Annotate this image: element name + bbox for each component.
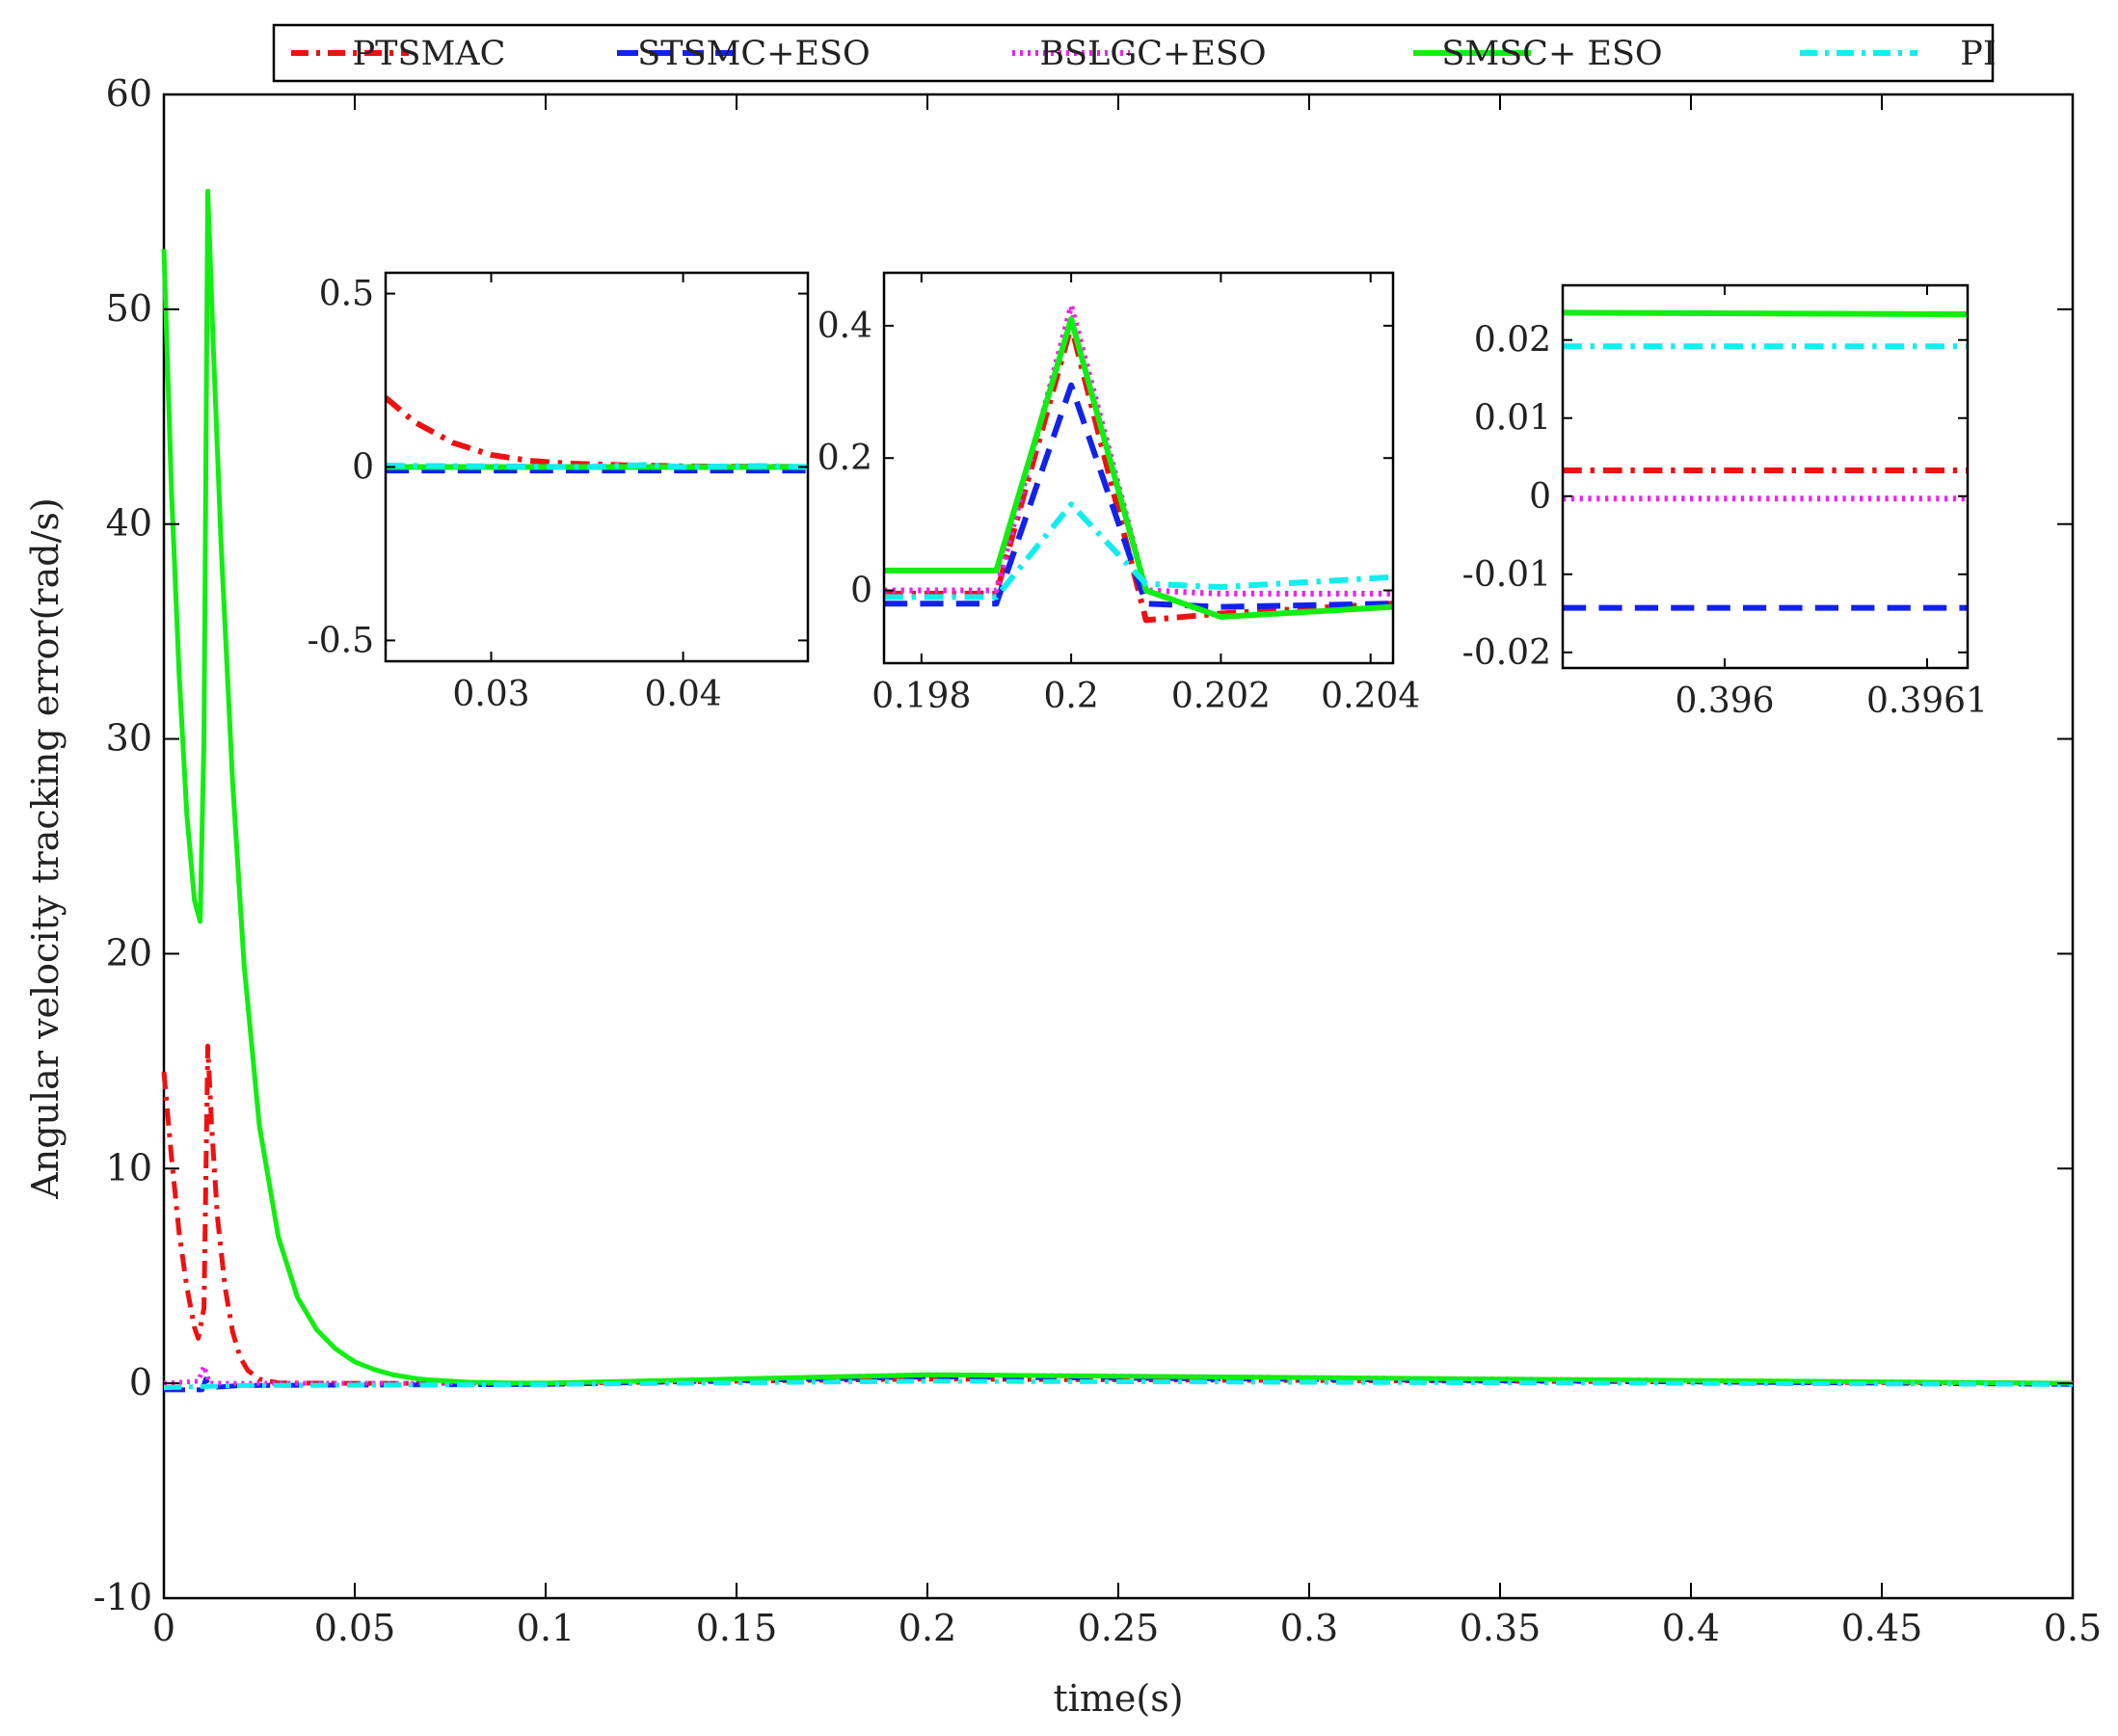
legend-items-group: PTSMAC STSMC+ESO BSLGC+ESO SMSC+ ESO PI bbox=[291, 35, 1997, 73]
inset-series-line bbox=[884, 322, 1393, 624]
inset-y-tick-label: 0 bbox=[850, 571, 872, 610]
y-axis-label: Angular velocity tracking error(rad/s) bbox=[24, 497, 67, 1199]
main-y-tick-label: 0 bbox=[129, 1361, 152, 1403]
inset-y-tick-label: 0 bbox=[1529, 477, 1551, 517]
main-series-line bbox=[163, 1378, 2074, 1391]
inset-frame bbox=[1561, 283, 1970, 670]
inset-series-line bbox=[884, 501, 1393, 601]
main-y-tick-label: 40 bbox=[106, 502, 152, 545]
inset-series-group bbox=[1563, 309, 1968, 611]
inset-y-tick-label: 0.02 bbox=[1474, 321, 1551, 361]
inset-y-tick-label: 0.01 bbox=[1474, 399, 1551, 439]
main-x-tick-label: 0.25 bbox=[1078, 1607, 1160, 1649]
main-y-tick-label: 30 bbox=[106, 717, 152, 760]
legend-label: PI bbox=[1960, 35, 1996, 73]
inset-series-line bbox=[884, 382, 1393, 610]
main-plot: 0 0.05 0.1 0.15 0.2 0.25 0.3 0.35 0.4 0.45 0.5-100… bbox=[94, 72, 2102, 1649]
inset-ticks-group: 0.396 0.3961 -0.02 -0.01 0 0.01 0.02 bbox=[1462, 285, 1988, 721]
inset-x-tick-label: 0.04 bbox=[645, 675, 722, 714]
legend-label: STSMC+ESO bbox=[637, 35, 870, 73]
legend-label: BSLGC+ESO bbox=[1039, 35, 1266, 73]
main-series-line bbox=[161, 1043, 2074, 1386]
inset-x-tick-label: 0.204 bbox=[1321, 677, 1420, 716]
inset-y-tick-label: -0.02 bbox=[1462, 633, 1551, 673]
inset-3: 0.396 0.3961 -0.02 -0.01 0 0.01 0.02 bbox=[1462, 283, 1988, 721]
inset-series-group bbox=[884, 303, 1393, 624]
inset-x-tick-label: 0.396 bbox=[1675, 681, 1774, 721]
inset-x-tick-label: 0.2 bbox=[1043, 677, 1098, 716]
inset-x-tick-label: 0.03 bbox=[452, 675, 529, 714]
inset-2: 0.198 0.2 0.202 0.204 0 0.2 0.4 bbox=[818, 271, 1420, 716]
legend-label: SMSC+ ESO bbox=[1441, 35, 1662, 73]
main-x-tick-label: 0.5 bbox=[2044, 1607, 2102, 1649]
main-y-tick-label: -10 bbox=[94, 1576, 152, 1618]
main-x-tick-label: 0.1 bbox=[517, 1607, 575, 1649]
inset-series-line bbox=[1563, 309, 1968, 317]
insets-group: 0.03 0.04-0.500.50.198 0.2 0.202 0.20400.20.… bbox=[308, 271, 1988, 721]
legend-label: PTSMAC bbox=[353, 35, 506, 73]
main-y-tick-label: 10 bbox=[106, 1146, 152, 1188]
main-y-tick-label: 20 bbox=[106, 931, 152, 974]
inset-series-line bbox=[386, 462, 808, 470]
inset-series-group bbox=[386, 395, 808, 474]
inset-y-tick-label: 0 bbox=[352, 448, 374, 488]
inset-1: 0.03 0.04 -0.5 0 0.5 bbox=[308, 271, 810, 714]
inset-x-tick-label: 0.3961 bbox=[1866, 681, 1988, 721]
inset-frame bbox=[384, 271, 810, 663]
main-x-tick-label: 0.2 bbox=[898, 1607, 956, 1649]
main-x-tick-label: 0.15 bbox=[696, 1607, 778, 1649]
main-x-tick-label: 0.35 bbox=[1460, 1607, 1542, 1649]
inset-y-tick-label: 0.4 bbox=[818, 307, 872, 346]
main-x-tick-label: 0.05 bbox=[314, 1607, 396, 1649]
legend-box bbox=[272, 23, 1995, 83]
inset-frame bbox=[882, 271, 1395, 665]
main-x-tick-label: 0.45 bbox=[1841, 1607, 1923, 1649]
main-series-line bbox=[161, 188, 2074, 1386]
main-y-tick-label: 60 bbox=[106, 72, 152, 115]
inset-x-tick-label: 0.198 bbox=[871, 677, 971, 716]
main-x-tick-label: 0.3 bbox=[1280, 1607, 1338, 1649]
inset-y-tick-label: -0.5 bbox=[308, 621, 374, 660]
inset-x-tick-label: 0.202 bbox=[1171, 677, 1271, 716]
inset-y-tick-label: 0.5 bbox=[319, 275, 374, 314]
inset-y-tick-label: -0.01 bbox=[1462, 555, 1551, 595]
main-ticks-group: 0 0.05 0.1 0.15 0.2 0.25 0.3 0.35 0.4 0.45 0.5-100… bbox=[94, 72, 2102, 1649]
inset-y-tick-label: 0.2 bbox=[818, 439, 872, 478]
main-x-tick-label: 0.4 bbox=[1662, 1607, 1720, 1649]
inset-ticks-group: 0.03 0.04 -0.5 0 0.5 bbox=[308, 273, 808, 714]
main-series-group bbox=[161, 188, 2074, 1393]
main-y-tick-label: 50 bbox=[106, 287, 152, 330]
main-x-tick-label: 0 bbox=[152, 1607, 175, 1649]
inset-series-line bbox=[884, 316, 1393, 620]
legend: PTSMAC STSMC+ESO BSLGC+ESO SMSC+ ESO PI bbox=[272, 23, 1997, 83]
x-axis-label: time(s) bbox=[1053, 1677, 1183, 1720]
inset-ticks-group: 0.198 0.2 0.202 0.204 0 0.2 0.4 bbox=[818, 273, 1420, 716]
